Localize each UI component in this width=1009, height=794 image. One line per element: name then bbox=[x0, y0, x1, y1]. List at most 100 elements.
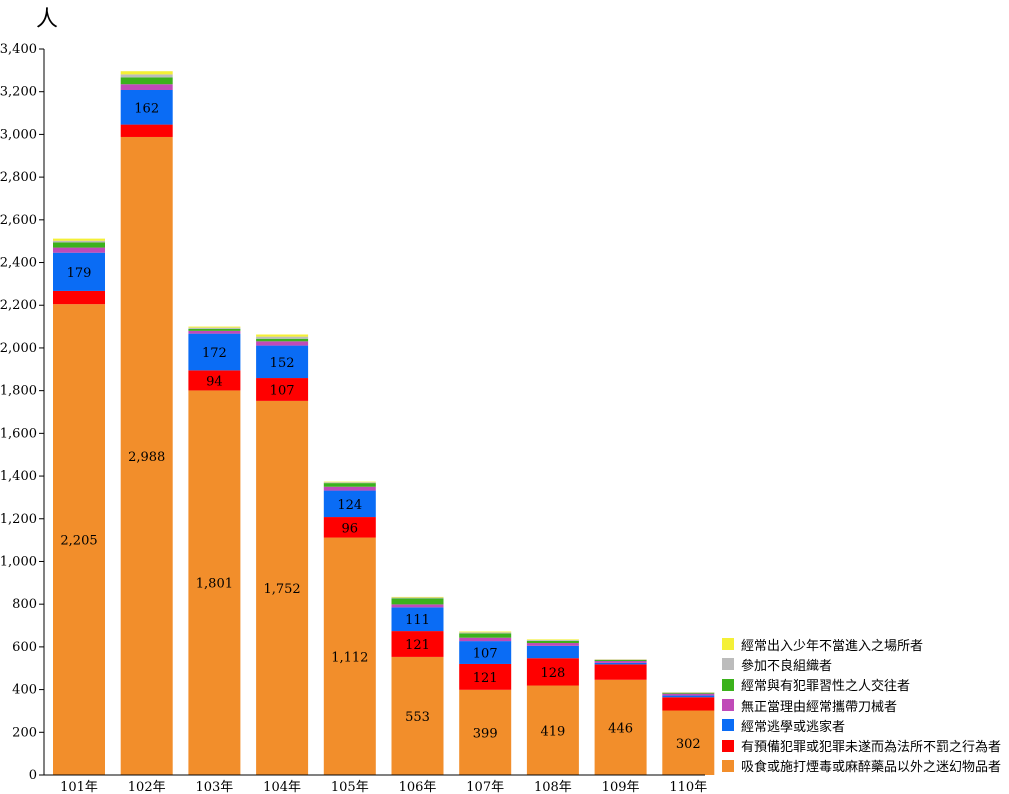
bar-segment bbox=[391, 607, 444, 632]
legend-label: 經常與有犯罪習性之人交往者 bbox=[741, 679, 911, 695]
bar-segment bbox=[120, 74, 173, 78]
legend-swatch bbox=[722, 739, 734, 752]
y-tick-label: 1,800 bbox=[0, 384, 37, 399]
bar-segment bbox=[256, 334, 309, 337]
legend-label: 有預備犯罪或犯罪未遂而為法所不罰之行為者 bbox=[741, 740, 1002, 756]
bar-segment bbox=[594, 664, 647, 680]
data-label: 121 bbox=[405, 638, 430, 653]
bar-segment bbox=[459, 637, 512, 642]
bar-segment bbox=[256, 338, 309, 342]
x-tick-label: 101年 bbox=[60, 780, 98, 794]
data-label: 94 bbox=[206, 374, 223, 389]
bars-group bbox=[53, 71, 715, 775]
bar-segment bbox=[391, 656, 444, 775]
bar-segment bbox=[526, 658, 579, 686]
bar-segment bbox=[323, 490, 376, 518]
data-label: 172 bbox=[202, 346, 227, 361]
bar-segment bbox=[120, 89, 173, 125]
bar-segment bbox=[53, 240, 105, 243]
bar-segment bbox=[323, 486, 376, 491]
x-tick-label: 105年 bbox=[331, 780, 369, 794]
bar-segment bbox=[594, 679, 647, 775]
bar-segment bbox=[459, 663, 512, 690]
bar-segment bbox=[526, 640, 579, 641]
y-tick-label: 1,400 bbox=[0, 469, 37, 484]
data-label: 107 bbox=[270, 383, 295, 398]
data-label: 128 bbox=[540, 666, 565, 681]
x-tick-label: 108年 bbox=[534, 780, 572, 794]
bar-segment bbox=[391, 597, 444, 599]
legend-label: 參加不良組織者 bbox=[741, 658, 833, 674]
y-tick-label: 2,000 bbox=[0, 341, 37, 356]
data-label: 399 bbox=[473, 726, 498, 741]
y-tick-label: 1,600 bbox=[0, 426, 37, 441]
y-axis: 0 200 400 600 800 1,000 1,200 1,400 1,600 1,800 2,… bbox=[0, 42, 45, 783]
data-label: 124 bbox=[337, 498, 362, 513]
legend-label: 經常出入少年不當進入之場所者 bbox=[741, 638, 924, 654]
bar-segment bbox=[256, 378, 309, 401]
legend-swatch bbox=[722, 759, 734, 772]
legend-label: 經常逃學或逃家者 bbox=[741, 719, 846, 735]
y-tick-label: 2,400 bbox=[0, 256, 37, 271]
legend-item: 參加不良組織者 bbox=[722, 654, 1006, 674]
bar-segment bbox=[53, 238, 105, 241]
bar-segment bbox=[256, 400, 309, 775]
legend-item: 無正當理由經常攜帶刀械者 bbox=[722, 695, 1006, 715]
legend-swatch bbox=[722, 719, 734, 732]
bar-segment bbox=[323, 517, 376, 538]
y-tick-label: 3,200 bbox=[0, 85, 37, 100]
bar-segment bbox=[459, 689, 512, 775]
data-label: 179 bbox=[67, 266, 92, 281]
y-tick-label: 2,600 bbox=[0, 213, 37, 228]
data-label: 152 bbox=[270, 356, 295, 371]
legend-item: 經常逃學或逃家者 bbox=[722, 715, 1006, 735]
y-tick-label: 2,800 bbox=[0, 170, 37, 185]
data-label: 2,205 bbox=[60, 534, 97, 549]
legend-label: 無正當理由經常攜帶刀械者 bbox=[741, 699, 898, 715]
y-tick-label: 800 bbox=[12, 597, 37, 612]
bar-segment bbox=[459, 641, 512, 664]
legend-item: 經常與有犯罪習性之人交往者 bbox=[722, 675, 1006, 695]
data-label: 111 bbox=[405, 613, 430, 628]
legend-swatch bbox=[722, 658, 734, 671]
bar-segment bbox=[188, 326, 241, 328]
bar-segment bbox=[459, 631, 512, 633]
bar-segment bbox=[53, 304, 105, 775]
bar-segment bbox=[662, 710, 715, 775]
bar-segment bbox=[662, 697, 715, 711]
data-label: 121 bbox=[473, 671, 498, 686]
legend-swatch bbox=[722, 638, 734, 651]
y-tick-label: 3,000 bbox=[0, 127, 37, 142]
bar-segment bbox=[323, 482, 376, 484]
bar-segment bbox=[53, 247, 105, 253]
y-tick-label: 3,400 bbox=[0, 42, 37, 57]
x-tick-label: 109年 bbox=[602, 780, 640, 794]
y-tick-label: 600 bbox=[12, 640, 37, 655]
bar-segment bbox=[323, 537, 376, 775]
data-label: 1,801 bbox=[196, 577, 233, 592]
bar-segment bbox=[594, 662, 647, 665]
bar-segment bbox=[120, 136, 173, 775]
bar-segment bbox=[188, 333, 241, 371]
data-label: 1,752 bbox=[263, 582, 300, 597]
data-labels-group: 2,205 179 2,988 162 1,801 94 172 1,752 107 152 1,1… bbox=[60, 101, 700, 751]
bar-segment bbox=[188, 370, 241, 391]
legend-swatch bbox=[722, 699, 734, 712]
bar-segment bbox=[594, 659, 647, 661]
x-tick-label: 110年 bbox=[669, 780, 707, 794]
bar-segment bbox=[662, 693, 715, 696]
bar-segment bbox=[120, 77, 173, 85]
legend-item: 有預備犯罪或犯罪未遂而為法所不罰之行為者 bbox=[722, 735, 1006, 755]
bar-segment bbox=[53, 242, 105, 248]
data-label: 446 bbox=[608, 721, 633, 736]
bar-segment bbox=[526, 643, 579, 646]
bar-segment bbox=[391, 631, 444, 657]
data-label: 1,112 bbox=[331, 650, 368, 665]
bar-segment bbox=[662, 692, 715, 694]
y-tick-label: 2,200 bbox=[0, 298, 37, 313]
bar-segment bbox=[662, 695, 715, 698]
x-tick-label: 107年 bbox=[466, 780, 504, 794]
bar-segment bbox=[120, 124, 173, 137]
bar-segment bbox=[53, 290, 105, 305]
